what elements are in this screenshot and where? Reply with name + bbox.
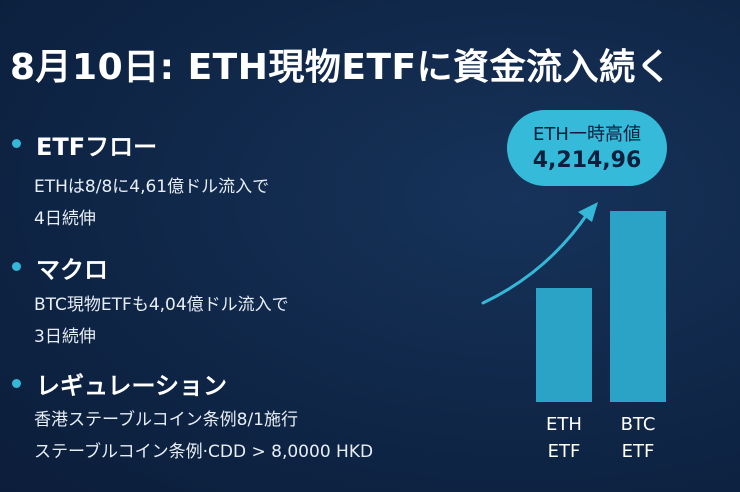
bar-eth-etf <box>536 288 592 402</box>
section-line: 4日続伸 <box>34 209 96 229</box>
bar-label-line: ETF <box>547 441 581 462</box>
section-heading: ETFフロー <box>36 133 158 161</box>
bar-label: ETH ETF <box>532 411 596 465</box>
bar-label-line: BTC <box>620 414 656 435</box>
page-title: 8月10日: ETH現物ETFに資金流入続く <box>10 47 673 88</box>
badge-value: 4,214,96 <box>532 148 642 173</box>
section-heading: レギュレーション <box>36 372 228 400</box>
section-line: 香港ステーブルコイン条例8/1施行 <box>34 410 298 430</box>
badge-label: ETH一時高値 <box>533 124 641 145</box>
section-line: ETHは8/8に4,61億ドル流入で <box>34 177 270 197</box>
section-line: ステーブルコイン条例·CDD > 8,0000 HKD <box>34 442 374 462</box>
bar-label-line: ETH <box>546 414 582 435</box>
bullet-icon <box>12 139 21 148</box>
section-heading: マクロ <box>36 256 108 284</box>
bar-label-line: ETF <box>621 441 655 462</box>
bullet-icon <box>12 262 21 271</box>
section-line: BTC現物ETFも4,04億ドル流入で <box>34 295 289 315</box>
section-line: 3日続伸 <box>34 327 96 347</box>
bar-label: BTC ETF <box>606 411 670 465</box>
bullet-icon <box>12 379 21 388</box>
eth-high-badge: ETH一時高値 4,214,96 <box>507 110 667 186</box>
bar-btc-etf <box>610 211 666 402</box>
